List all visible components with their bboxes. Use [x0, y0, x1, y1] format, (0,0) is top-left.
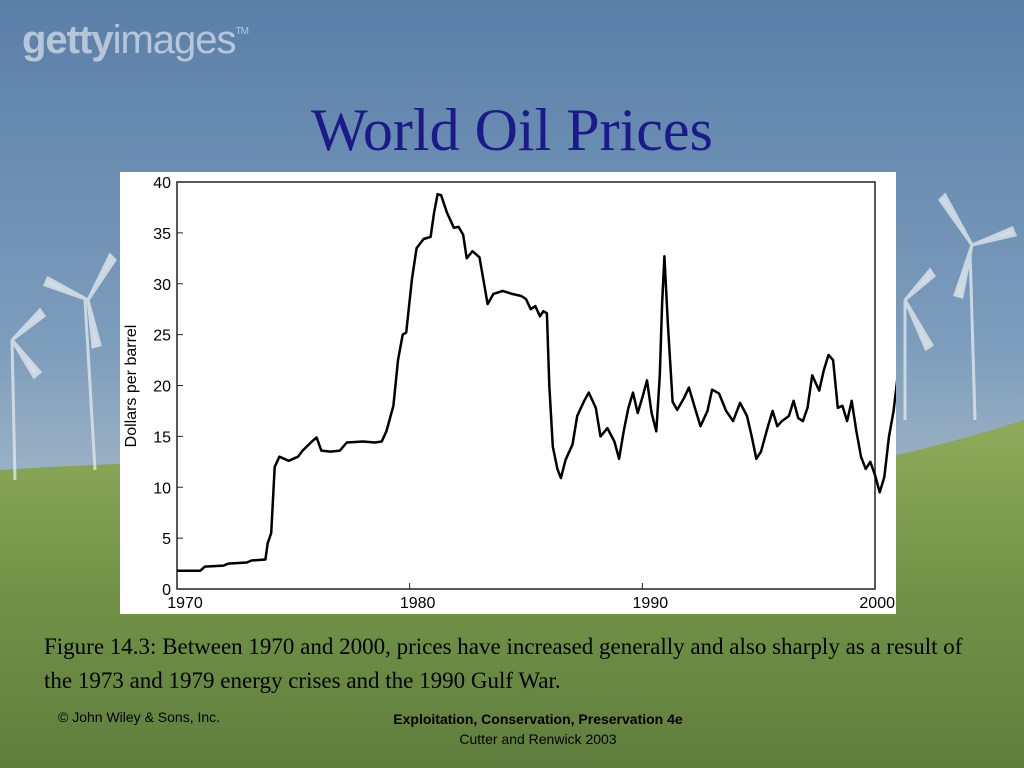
figure-caption: Figure 14.3: Between 1970 and 2000, pric…	[44, 634, 963, 693]
y-tick-label: 0	[162, 582, 171, 599]
y-tick-label: 40	[153, 175, 171, 192]
y-tick-label: 25	[153, 328, 171, 345]
x-tick-label: 1970	[167, 595, 203, 612]
plot-frame	[176, 181, 876, 590]
y-tick-label: 15	[153, 429, 171, 446]
x-tick-label: 1990	[633, 595, 669, 612]
book-footer: Exploitation, Conservation, Preservation…	[338, 709, 738, 749]
chart-svg: 0 5 10 15 20 25 30 35 40 1970 1980 1990 2000 Dollar…	[123, 175, 896, 612]
y-tick-label: 5	[162, 531, 171, 548]
oil-price-chart: 0 5 10 15 20 25 30 35 40 1970 1980 1990 2000 Dollar…	[120, 172, 896, 614]
y-tick-label: 20	[153, 379, 171, 396]
slide-title: World Oil Prices	[311, 97, 713, 163]
y-tick-label: 30	[153, 277, 171, 294]
y-axis-label: Dollars per barrel	[123, 325, 140, 448]
book-authors: Cutter and Renwick 2003	[459, 731, 617, 747]
copyright-footer: © John Wiley & Sons, Inc.	[58, 709, 221, 725]
y-tick-label: 35	[153, 226, 171, 243]
getty-images-watermark: gettyimagesTM	[22, 18, 249, 62]
y-tick-label: 10	[153, 480, 171, 497]
book-title: Exploitation, Conservation, Preservation…	[393, 711, 683, 727]
oil-price-series-line	[177, 192, 896, 572]
x-tick-label: 1980	[400, 595, 436, 612]
x-tick-label: 2000	[859, 595, 895, 612]
